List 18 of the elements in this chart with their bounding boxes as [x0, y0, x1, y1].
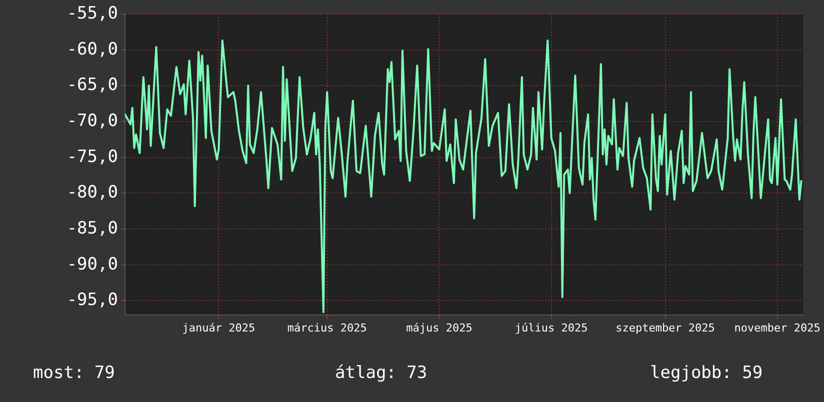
y-tick-label: -90,0 — [66, 254, 118, 274]
x-tick-label: július 2025 — [514, 321, 588, 334]
x-tick-label: november 2025 — [734, 321, 820, 334]
y-tick-label: -75,0 — [66, 146, 118, 167]
x-tick-label: március 2025 — [287, 321, 367, 334]
y-tick-label: -65,0 — [66, 75, 118, 96]
y-tick-label: -60,0 — [66, 39, 118, 60]
y-tick-label: -95,0 — [66, 290, 118, 310]
x-tick-label: május 2025 — [406, 321, 472, 334]
y-tick-label: -80,0 — [66, 182, 118, 203]
x-tick-label: szeptember 2025 — [616, 321, 715, 334]
y-tick-label: -55,0 — [66, 3, 118, 24]
x-tick-label: január 2025 — [182, 321, 256, 334]
y-tick-label: -70,0 — [66, 110, 118, 131]
y-tick-label: -85,0 — [66, 218, 118, 238]
text: átlag: 73 — [335, 363, 428, 383]
text: legjobb: 59 — [650, 363, 763, 383]
text: most: 79 — [33, 363, 115, 383]
